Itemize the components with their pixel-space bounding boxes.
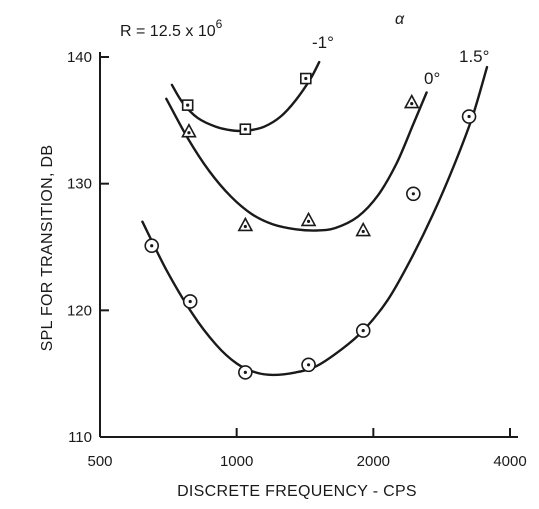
data-point bbox=[406, 186, 421, 202]
x-tick-label: 2000 bbox=[357, 453, 390, 470]
data-point bbox=[144, 238, 160, 254]
reynolds-text: R = 12.5 x 10 bbox=[120, 23, 216, 40]
y-tick-label: 110 bbox=[68, 429, 92, 446]
triangle-marker bbox=[237, 216, 254, 232]
marker-center-dot bbox=[243, 127, 247, 131]
marker-center-dot bbox=[243, 224, 247, 229]
triangle-marker bbox=[181, 123, 197, 138]
plot-area bbox=[141, 60, 489, 380]
marker-center-dot bbox=[243, 370, 247, 374]
axis-ticks: 500 1000 2000 4000 110 120 130 140 bbox=[67, 49, 527, 470]
marker-center-dot bbox=[361, 329, 365, 333]
x-tick-label: 500 bbox=[87, 453, 112, 470]
y-tick-label: 120 bbox=[67, 302, 92, 319]
triangle-marker bbox=[300, 211, 317, 227]
series-curve-2 bbox=[141, 65, 489, 377]
data-point bbox=[300, 72, 312, 85]
data-point bbox=[403, 93, 420, 109]
reynolds-exponent: 6 bbox=[216, 17, 223, 31]
marker-center-dot bbox=[150, 244, 154, 248]
x-axis-title: DISCRETE FREQUENCY - CPS bbox=[177, 483, 417, 500]
y-axis-title: SPL FOR TRANSITION, DB bbox=[39, 145, 56, 352]
series-label-1-5: 1.5° bbox=[459, 47, 489, 66]
data-point bbox=[181, 123, 197, 138]
series-curve-1 bbox=[165, 91, 428, 232]
y-tick-label: 130 bbox=[67, 176, 92, 193]
data-point bbox=[239, 123, 252, 135]
marker-center-dot bbox=[188, 299, 192, 304]
data-point bbox=[300, 211, 317, 227]
marker-center-dot bbox=[186, 103, 190, 107]
reynolds-number-note: R = 12.5 x 106 bbox=[120, 17, 223, 40]
marker-center-dot bbox=[304, 76, 308, 81]
data-point bbox=[181, 99, 194, 111]
data-point bbox=[237, 216, 254, 232]
data-point bbox=[238, 365, 253, 380]
x-tick-label: 1000 bbox=[220, 453, 253, 470]
x-tick-label: 4000 bbox=[493, 453, 526, 470]
data-point bbox=[182, 294, 198, 309]
marker-center-dot bbox=[411, 192, 415, 196]
series-curve-0 bbox=[170, 60, 321, 133]
series-label-minus1: -1° bbox=[312, 33, 334, 52]
series-label-0: 0° bbox=[424, 69, 440, 88]
marker-center-dot bbox=[306, 363, 311, 367]
data-point bbox=[301, 357, 316, 373]
alpha-label: α bbox=[395, 11, 405, 28]
triangle-marker bbox=[355, 221, 372, 237]
marker-center-dot bbox=[410, 102, 414, 106]
data-point bbox=[355, 323, 371, 338]
triangle-marker bbox=[403, 93, 420, 109]
marker-center-dot bbox=[467, 114, 471, 119]
marker-center-dot bbox=[187, 131, 191, 135]
marker-center-dot bbox=[361, 229, 365, 234]
data-point bbox=[461, 109, 477, 124]
marker-center-dot bbox=[306, 219, 311, 223]
data-point bbox=[355, 221, 372, 237]
y-tick-label: 140 bbox=[67, 49, 92, 66]
